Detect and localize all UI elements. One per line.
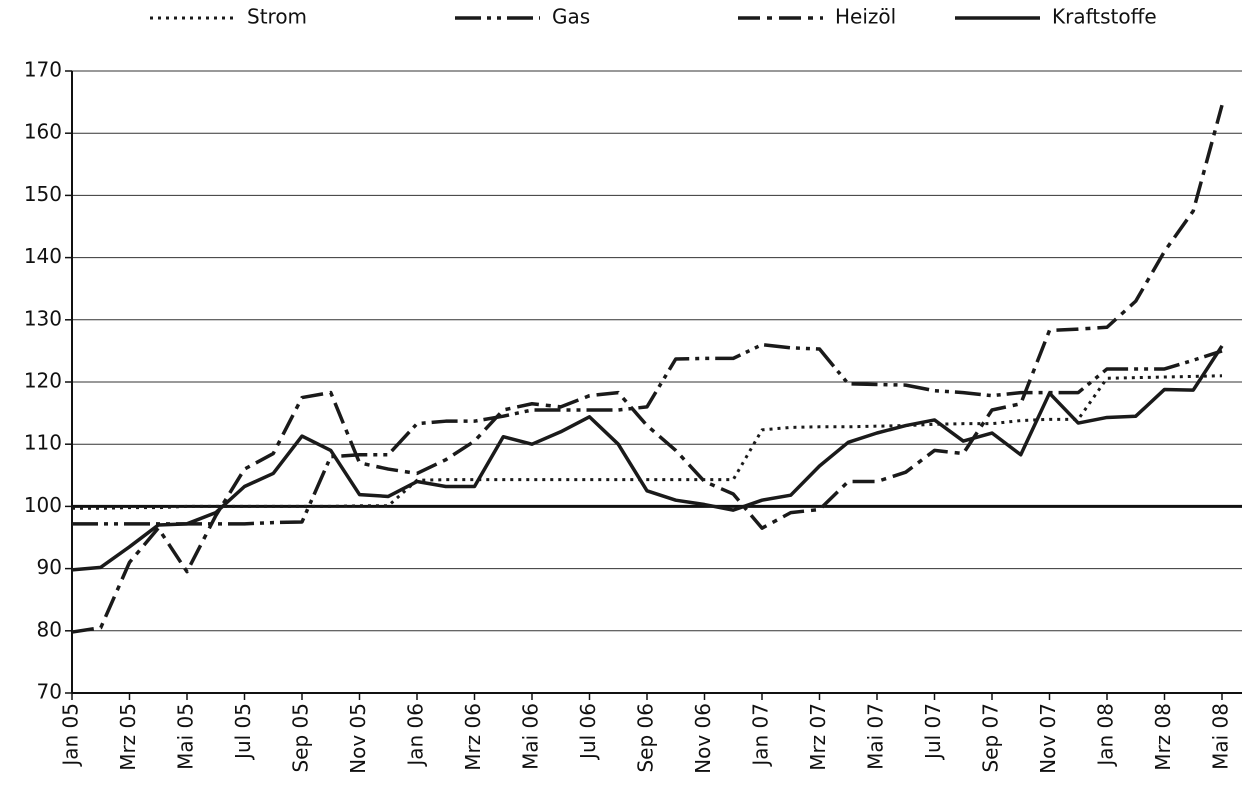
x-tick-label: Mrz 08	[1151, 703, 1175, 771]
x-tick-label: Jan 07	[749, 703, 773, 768]
y-tick-label: 110	[24, 431, 62, 455]
y-tick-label: 90	[37, 555, 62, 579]
legend-label: Gas	[552, 5, 590, 29]
legend-label: Heizöl	[835, 5, 896, 29]
x-tick-label: Jan 08	[1094, 703, 1118, 768]
series-line	[71, 104, 1224, 634]
y-tick-label: 80	[37, 617, 62, 641]
x-tick-label: Sep 05	[289, 703, 313, 773]
x-tick-label: Mrz 07	[806, 703, 830, 771]
legend-label: Kraftstoffe	[1052, 5, 1157, 29]
x-tick-label: Mai 06	[519, 703, 543, 770]
series-line	[71, 344, 1224, 572]
y-tick-label: 70	[37, 680, 62, 704]
x-tick-label: Mai 05	[174, 703, 198, 770]
y-tick-label: 150	[24, 182, 62, 206]
series-line	[72, 374, 1223, 510]
y-tick-label: 120	[24, 369, 62, 393]
x-tick-label: Sep 07	[979, 703, 1003, 773]
x-tick-label: Jul 07	[921, 703, 945, 761]
y-tick-label: 170	[24, 58, 62, 82]
x-tick-label: Mai 07	[864, 703, 888, 770]
series-line	[72, 342, 1223, 526]
x-tick-label: Jul 05	[231, 703, 255, 761]
y-tick-label: 140	[24, 244, 62, 268]
legend-label: Strom	[247, 5, 307, 29]
x-tick-label: Nov 06	[691, 703, 715, 774]
y-tick-label: 160	[24, 120, 62, 144]
x-tick-label: Jan 05	[59, 703, 83, 768]
x-tick-label: Nov 05	[346, 703, 370, 774]
x-tick-label: Jul 06	[576, 703, 600, 761]
x-tick-label: Nov 07	[1036, 703, 1060, 774]
y-tick-label: 130	[24, 306, 62, 330]
x-tick-label: Mrz 06	[461, 703, 485, 771]
y-tick-label: 100	[24, 493, 62, 517]
x-tick-label: Mai 08	[1209, 703, 1233, 770]
x-tick-label: Jan 06	[404, 703, 428, 768]
x-tick-label: Sep 06	[634, 703, 658, 773]
x-tick-label: Mrz 05	[116, 703, 140, 771]
